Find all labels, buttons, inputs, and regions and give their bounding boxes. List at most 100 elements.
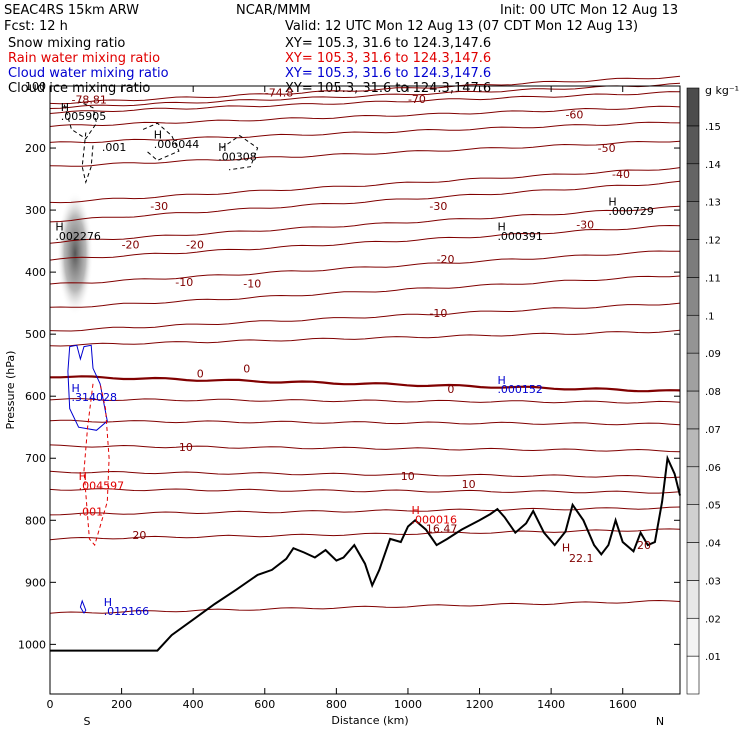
isotherm-line [49, 180, 681, 223]
header-right-line2: Valid: 12 UTC Mon 12 Aug 13 (07 CDT Mon … [285, 19, 638, 34]
x-tick-label: 1000 [394, 698, 422, 711]
colorbar-label: .14 [705, 160, 721, 171]
colorbar-label: .15 [705, 122, 721, 133]
colorbar-swatch [686, 201, 700, 240]
field-xy-cloud-water: XY= 105.3, 31.6 to 124.3,147.6 [285, 66, 491, 81]
cloud-ice-contour [63, 101, 98, 140]
field-name-snow: Snow mixing ratio [8, 36, 125, 51]
colorbar-label: .01 [705, 652, 721, 663]
colorbar-label: .06 [705, 463, 721, 474]
colorbar-swatch [686, 428, 700, 468]
y-tick-label: 200 [25, 142, 46, 155]
isotherm-line [49, 329, 681, 347]
colorbar-swatch [686, 466, 700, 505]
contour-annotation: H [608, 196, 616, 209]
isotherm-line [49, 488, 681, 494]
snow-mixing-ratio-shading [57, 191, 94, 316]
contour-annotation: -50 [598, 142, 616, 155]
isotherm-line [49, 91, 681, 114]
colorbar-swatch [686, 352, 700, 392]
contour-annotation: .006044 [154, 138, 200, 151]
colorbar: .01 .02 .03 .04 .05 .06 .07 .08 .09 .1 .11 .12 .13 .1… [686, 87, 721, 695]
x-tick-label: 1200 [466, 698, 494, 711]
contour-annotation: .000391 [497, 230, 543, 243]
contour-annotation: -78.81 [71, 93, 106, 106]
isotherm-line [49, 105, 681, 127]
y-tick-label: 700 [25, 452, 46, 465]
field-name-rain: Rain water mixing ratio [8, 51, 160, 66]
rain-water-contour [83, 383, 110, 547]
field-name-cloud-ice: Cloud ice mixing ratio [8, 81, 150, 96]
colorbar-swatch [686, 239, 700, 278]
contour-annotation: H [218, 141, 226, 154]
contour-annotation: 10 [401, 470, 415, 483]
contour-annotation: .002276 [55, 230, 101, 243]
header-center-line1: NCAR/MMM [236, 3, 311, 18]
isotherm-line [49, 444, 681, 453]
isotherm-line [49, 506, 681, 516]
x-axis-title: Distance (km) [331, 714, 408, 727]
isotherm-line [49, 398, 681, 404]
contour-annotation: 16.47 [426, 523, 458, 536]
annotation-layer: -78.81 -74.8 -70 -60 -50 -40 -30 -30 -30 -20 -20 -2… [55, 87, 654, 619]
axis-layer: 0 200 400 600 800 1000 1200 1400 160010020030040… [18, 80, 680, 711]
colorbar-swatch [686, 390, 700, 430]
contour-annotation: 20 [132, 529, 146, 542]
y-tick-label: 400 [25, 266, 46, 279]
isotherm-line [49, 470, 681, 479]
isotherm-line [49, 75, 681, 105]
colorbar-label: .1 [705, 311, 715, 322]
contour-annotation: 0 [447, 383, 454, 396]
contour-annotation: .001 [79, 505, 104, 518]
cloud-water-contour [79, 599, 87, 614]
contour-annotation: 10 [462, 478, 476, 491]
contour-annotation: .000729 [608, 205, 654, 218]
y-tick-label: 900 [25, 576, 46, 589]
isotherm-line [49, 82, 681, 109]
x-tick-label: 600 [254, 698, 275, 711]
y-tick-label: 600 [25, 390, 46, 403]
contour-annotation: -60 [565, 108, 583, 121]
contour-annotation: H [79, 470, 87, 483]
colorbar-swatch [686, 617, 700, 657]
field-xy-rain: XY= 105.3, 31.6 to 124.3,147.6 [285, 51, 491, 66]
colorbar-label: .08 [705, 387, 721, 398]
contour-annotation: H [154, 129, 162, 142]
colorbar-label: .07 [705, 425, 721, 436]
colorbar-swatch [686, 125, 700, 165]
x-tick-label: 0 [47, 698, 54, 711]
contour-annotation: H [61, 101, 69, 114]
contour-annotation: 0 [243, 363, 250, 376]
contour-annotation: -10 [175, 276, 193, 289]
contour-annotation: H [104, 596, 112, 609]
isotherm-line [49, 302, 681, 332]
header-left-line1: SEAC4RS 15km ARW [4, 3, 139, 18]
colorbar-swatch [686, 580, 700, 619]
field-xy-snow: XY= 105.3, 31.6 to 124.3,147.6 [285, 36, 491, 51]
field-name-cloud-water: Cloud water mixing ratio [8, 66, 169, 81]
cloud-ice-contour [221, 134, 259, 171]
contour-annotation: .000152 [497, 383, 543, 396]
contour-annotation: -10 [243, 278, 261, 291]
colorbar-label: .13 [705, 198, 721, 209]
header-right-line1: Init: 00 UTC Mon 12 Aug 13 [500, 3, 678, 18]
isotherm-zero-line [50, 375, 681, 393]
snow-shading-layer [57, 191, 94, 316]
y-tick-label: 800 [25, 514, 46, 527]
contour-annotation: -20 [122, 239, 140, 252]
colorbar-label: .11 [705, 273, 721, 284]
cloud-water-contour [67, 344, 108, 431]
contour-annotation: 20 [637, 539, 651, 552]
isotherm-line [49, 140, 681, 167]
cloud-ice-contour [142, 122, 180, 161]
contour-annotation: -30 [150, 200, 168, 213]
colorbar-label: .05 [705, 501, 721, 512]
contour-annotation: -10 [429, 307, 447, 320]
contour-annotation: H [562, 541, 570, 554]
x-tick-label: 200 [111, 698, 132, 711]
isotherm-line [49, 167, 681, 204]
x-tick-label: 400 [183, 698, 204, 711]
contour-annotation: .004597 [79, 479, 125, 492]
isotherm-line [49, 250, 681, 285]
